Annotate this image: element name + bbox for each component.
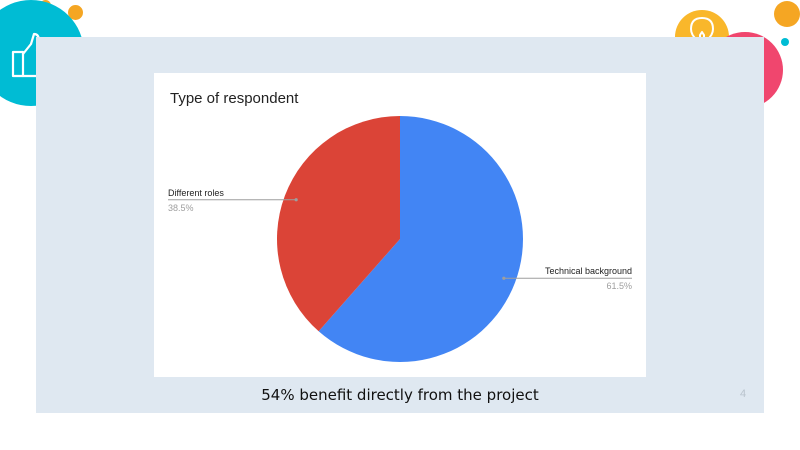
decor-circle-orange-right [774, 1, 800, 27]
page-number: 4 [740, 388, 747, 400]
leader-dot [502, 276, 506, 280]
pie-slice-different-roles [277, 116, 400, 332]
chart-card: Type of respondent Technical background 6… [154, 73, 646, 377]
chart-title: Type of respondent [170, 90, 299, 107]
slide-caption: 54% benefit directly from the project [261, 386, 539, 404]
slice-value-label: 61.5% [606, 281, 632, 291]
leader-dot [294, 198, 298, 202]
decor-circle-teal-tiny [781, 38, 789, 46]
slice-value-label: 38.5% [168, 203, 194, 213]
slice-label: Different roles [168, 188, 224, 198]
decor-circle-orange [68, 5, 83, 20]
pie-chart: Technical background 61.5% Different roles… [168, 116, 632, 362]
pie-slice-technical-background [318, 116, 523, 362]
slice-label: Technical background [545, 266, 632, 276]
